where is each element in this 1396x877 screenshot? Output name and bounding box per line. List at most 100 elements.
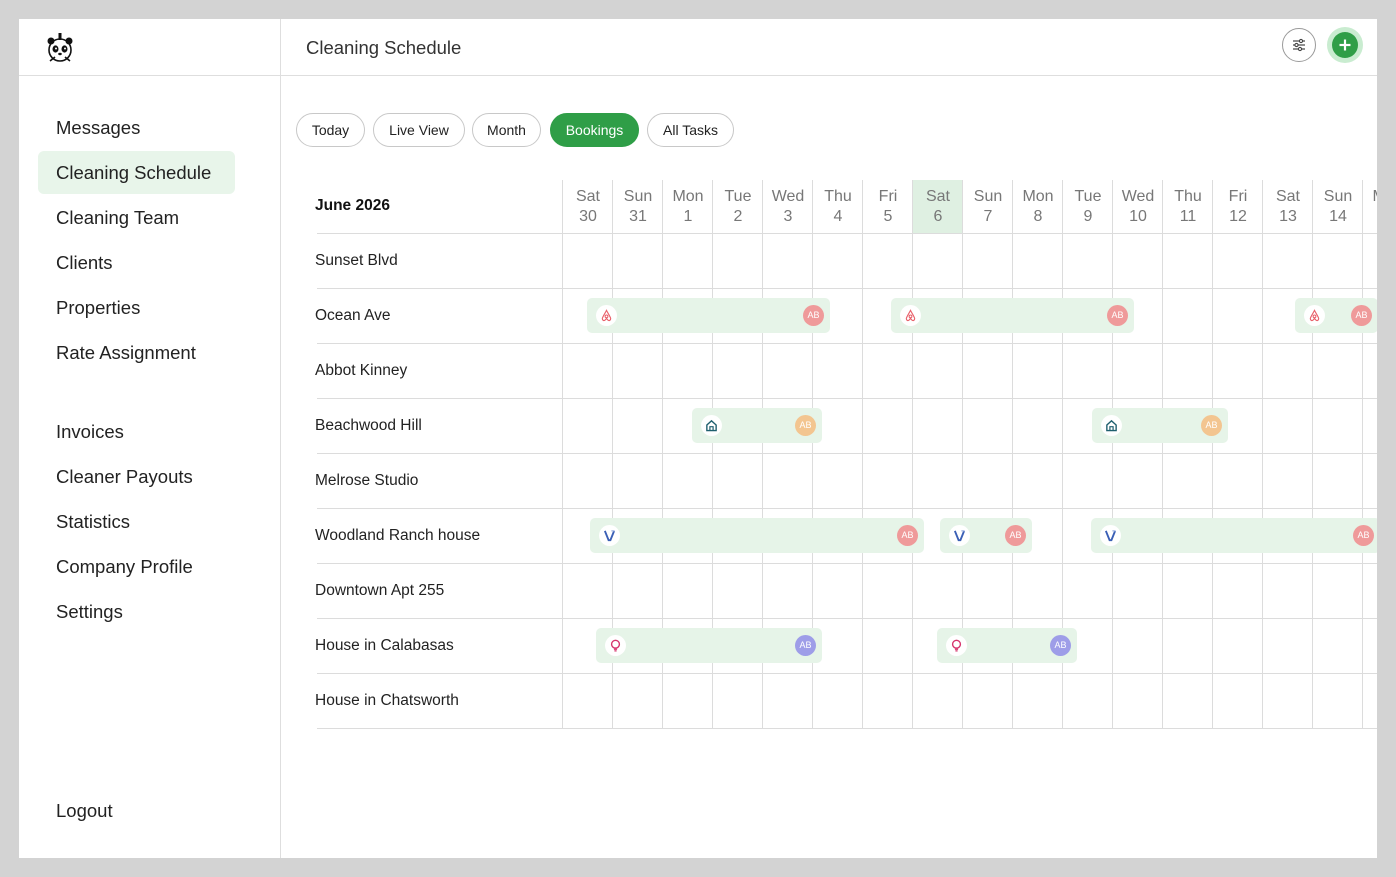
property-name[interactable]: Ocean Ave [315,307,391,324]
sidebar-item-messages[interactable]: Messages [56,117,141,138]
month-label: June 2026 [315,197,390,214]
cleaner-avatar[interactable]: AB [1201,415,1222,436]
cleaner-avatar[interactable]: AB [897,525,918,546]
property-name[interactable]: House in Calabasas [315,637,454,654]
grid-column-line [1362,180,1363,729]
sidebar-item-cleaning-schedule[interactable]: Cleaning Schedule [38,151,235,194]
day-date: 14 [1329,208,1347,225]
property-name[interactable]: Sunset Blvd [315,252,398,269]
sidebar-item-statistics[interactable]: Statistics [56,511,131,532]
day-header: Sun 7 [963,180,1013,233]
cleaner-avatar[interactable]: AB [1107,305,1128,326]
booking-bar[interactable]: AB [1295,298,1377,333]
tab-bookings[interactable]: Bookings [550,113,639,147]
day-of-week: Mon [672,188,704,205]
grid-column-line [1212,180,1213,729]
day-header: Mon 8 [1013,180,1063,233]
cleaner-avatar[interactable]: AB [795,415,816,436]
day-of-week: Wed [1121,188,1155,205]
day-header: Thu 11 [1163,180,1213,233]
property-name[interactable]: Melrose Studio [315,472,419,489]
sidebar-item-invoices[interactable]: Invoices [56,421,124,442]
sidebar-item-company-profile[interactable]: Company Profile [56,556,193,577]
cleaner-avatar[interactable]: AB [1050,635,1071,656]
booking-bar[interactable]: AB [891,298,1134,333]
booking-bar[interactable]: AB [1091,518,1377,553]
panda-logo-icon[interactable] [44,32,76,64]
pin-icon [605,635,626,656]
day-date: 6 [933,208,943,225]
property-name[interactable]: Abbot Kinney [315,362,408,379]
day-date: 8 [1033,208,1043,225]
day-of-week: Wed [771,188,805,205]
property-name[interactable]: House in Chatsworth [315,692,459,709]
cleaner-avatar[interactable]: AB [803,305,824,326]
day-header: Wed 3 [763,180,813,233]
cleaner-avatar[interactable]: AB [795,635,816,656]
day-header: Sun 14 [1313,180,1363,233]
property-name[interactable]: Downtown Apt 255 [315,582,445,599]
grid-row-line [317,233,1377,234]
home-icon [1101,415,1122,436]
add-button-inner [1332,32,1358,58]
day-of-week: Mon [1363,187,1377,207]
grid-column-line [1112,180,1113,729]
grid-row-line [317,728,1377,729]
pin-icon [946,635,967,656]
day-of-week: Fri [1228,188,1248,205]
tab-month[interactable]: Month [472,113,541,147]
booking-bar[interactable]: AB [692,408,822,443]
day-of-week: Thu [1174,188,1202,205]
booking-bar[interactable]: AB [596,628,822,663]
day-of-week: Sat [575,188,600,205]
day-date: 7 [983,208,993,225]
day-header: Sun 31 [613,180,663,233]
tab-today[interactable]: Today [296,113,365,147]
day-of-week: Sat [925,188,950,205]
tab-all-tasks[interactable]: All Tasks [647,113,734,147]
logout-link[interactable]: Logout [56,800,113,821]
day-header: Tue 2 [713,180,763,233]
airbnb-icon [900,305,921,326]
day-of-week: Sun [973,188,1003,205]
day-date: 11 [1179,208,1197,225]
grid-column-line [762,180,763,729]
day-date: 4 [833,208,843,225]
day-header: Mon 1 [663,180,713,233]
day-date: 10 [1129,208,1147,225]
sidebar-item-settings[interactable]: Settings [56,601,123,622]
booking-bar[interactable]: AB [1092,408,1228,443]
day-header: Mon15 [1363,180,1377,233]
day-of-week: Mon [1022,188,1054,205]
day-header: Fri 5 [863,180,913,233]
day-date: 13 [1279,208,1297,225]
grid-column-line [862,180,863,729]
page-title: Cleaning Schedule [306,37,462,58]
sidebar-item-cleaner-payouts[interactable]: Cleaner Payouts [56,466,193,487]
booking-bar[interactable]: AB [937,628,1077,663]
tab-live-view[interactable]: Live View [373,113,465,147]
cleaner-avatar[interactable]: AB [1353,525,1374,546]
add-button[interactable] [1327,27,1363,63]
grid-column-line [812,180,813,729]
day-header: Wed 10 [1113,180,1163,233]
sidebar-item-rate-assignment[interactable]: Rate Assignment [56,342,196,363]
day-date: 30 [579,208,597,225]
day-of-week: Tue [724,188,752,205]
property-name[interactable]: Woodland Ranch house [315,527,481,544]
booking-bar[interactable]: AB [590,518,924,553]
grid-column-line [1062,180,1063,729]
day-date: 3 [783,208,793,225]
grid-row-line [317,673,1377,674]
vrbo-icon [949,525,970,546]
property-name[interactable]: Beachwood Hill [315,417,422,434]
grid-column-line [1162,180,1163,729]
booking-bar[interactable]: AB [940,518,1032,553]
sidebar-item-cleaning-team[interactable]: Cleaning Team [56,207,180,228]
cleaner-avatar[interactable]: AB [1351,305,1372,326]
booking-bar[interactable]: AB [587,298,830,333]
filter-settings-button[interactable] [1282,28,1316,62]
sidebar-item-properties[interactable]: Properties [56,297,141,318]
sidebar-item-clients[interactable]: Clients [56,252,113,273]
cleaner-avatar[interactable]: AB [1005,525,1026,546]
